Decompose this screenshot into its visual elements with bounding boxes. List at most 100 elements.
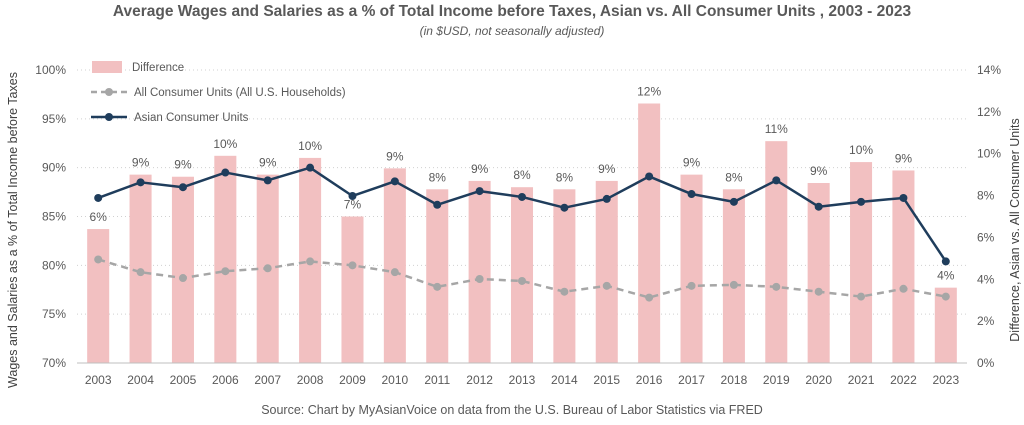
x-tick-label: 2010 — [382, 373, 409, 387]
point — [899, 284, 908, 293]
x-tick-label: 2019 — [763, 373, 790, 387]
point — [814, 202, 823, 211]
x-tick-label: 2004 — [127, 373, 154, 387]
bar-data-label: 9% — [471, 162, 489, 176]
bar — [892, 170, 915, 363]
point — [136, 178, 145, 187]
bar-data-label: 10% — [849, 143, 873, 157]
y-tick-label: 90% — [42, 161, 66, 175]
x-tick-label: 2007 — [254, 373, 281, 387]
point — [729, 197, 738, 206]
bar-data-label: 8% — [556, 170, 574, 184]
y2-tick-label: 6% — [977, 230, 995, 244]
point — [518, 192, 526, 201]
line-series — [94, 163, 950, 302]
bar-data-label: 10% — [213, 137, 237, 151]
x-tick-label: 2023 — [932, 373, 959, 387]
bar — [934, 287, 957, 363]
point — [729, 280, 738, 289]
bar-data-label: 4% — [937, 269, 955, 283]
point — [221, 267, 230, 276]
x-tick-label: 2006 — [212, 373, 239, 387]
y2-tick-label: 4% — [977, 272, 995, 286]
bar — [87, 229, 110, 363]
x-tick-label: 2003 — [85, 373, 112, 387]
y-tick-label: 80% — [42, 258, 66, 272]
chart-title: Average Wages and Salaries as a % of Tot… — [113, 3, 912, 20]
legend-label-all-consumer-units: All Consumer Units (All U.S. Households) — [134, 87, 346, 99]
point — [94, 193, 103, 202]
bar-data-label: 12% — [637, 84, 661, 98]
bar-data-label: 9% — [683, 156, 701, 170]
point — [941, 292, 950, 301]
bar-data-label: 9% — [810, 164, 828, 178]
bar — [595, 180, 618, 363]
bar-data-label: 9% — [259, 156, 277, 170]
point — [221, 168, 230, 177]
y2-tick-label: 8% — [977, 189, 995, 203]
point — [645, 172, 654, 181]
point — [772, 282, 781, 291]
y2-tick-label: 10% — [977, 147, 1001, 161]
bar — [680, 174, 703, 363]
bar — [765, 141, 788, 363]
y-tick-label: 100% — [35, 63, 66, 77]
point — [772, 176, 781, 185]
point — [178, 274, 187, 283]
y-tick-label: 85% — [42, 210, 66, 224]
point — [560, 203, 569, 212]
x-tick-label: 2014 — [551, 373, 578, 387]
bar-data-labels: 6% 9% 9% 10% 9% 10% 7% 9% 8% 9% 8% 8% 9% 12% 9% 8% 11% 9%… — [90, 84, 955, 282]
bar-data-label: 6% — [90, 210, 108, 224]
y2-tick-label: 2% — [977, 314, 995, 328]
point — [178, 183, 187, 192]
point — [857, 292, 866, 301]
point — [602, 281, 611, 290]
bar-data-label: 9% — [132, 156, 150, 170]
right-y-axis: 0% 2% 4% 6% 8% 10% 12% 14% — [977, 63, 1001, 370]
x-tick-label: 2011 — [424, 373, 450, 387]
point — [899, 193, 908, 202]
y2-axis-title: Difference, Asian vs. All Consumer Units — [1008, 118, 1022, 341]
bar — [553, 189, 576, 363]
point — [390, 177, 399, 186]
point — [94, 255, 103, 264]
bar — [638, 103, 661, 363]
x-tick-label: 2022 — [890, 373, 917, 387]
legend-marker-asian-consumer-units — [105, 113, 113, 121]
point — [645, 293, 654, 302]
x-tick-label: 2012 — [466, 373, 493, 387]
left-y-axis: 70% 75% 80% 85% 90% 95% 100% — [35, 63, 66, 370]
legend-label-asian-consumer-units: Asian Consumer Units — [134, 112, 249, 124]
point — [602, 194, 611, 203]
bar — [383, 168, 406, 363]
y-tick-label: 95% — [42, 112, 66, 126]
bar-data-label: 9% — [598, 162, 616, 176]
point — [306, 257, 315, 266]
x-tick-label: 2017 — [678, 373, 705, 387]
x-tick-label: 2005 — [170, 373, 197, 387]
bar — [426, 189, 449, 363]
y2-tick-label: 14% — [977, 63, 1001, 77]
point — [687, 281, 696, 290]
chart-source: Source: Chart by MyAsianVoice on data fr… — [261, 403, 763, 417]
legend: Difference All Consumer Units (All U.S. … — [91, 61, 346, 124]
y-tick-label: 70% — [42, 356, 66, 370]
bar — [850, 162, 873, 363]
bar-data-label: 8% — [725, 170, 743, 184]
legend-label-difference: Difference — [132, 62, 184, 74]
point — [814, 287, 823, 296]
bar-data-label: 9% — [386, 149, 404, 163]
point — [348, 191, 357, 200]
point — [433, 282, 442, 291]
chart-subtitle: (in $USD, not seasonally adjusted) — [420, 24, 605, 38]
bar — [510, 187, 534, 363]
point — [433, 200, 442, 209]
legend-marker-all-consumer-units — [105, 88, 113, 96]
x-tick-label: 2016 — [636, 373, 663, 387]
x-tick-label: 2021 — [848, 373, 875, 387]
point — [390, 268, 399, 277]
y-tick-label: 75% — [42, 307, 66, 321]
x-tick-label: 2009 — [339, 373, 366, 387]
